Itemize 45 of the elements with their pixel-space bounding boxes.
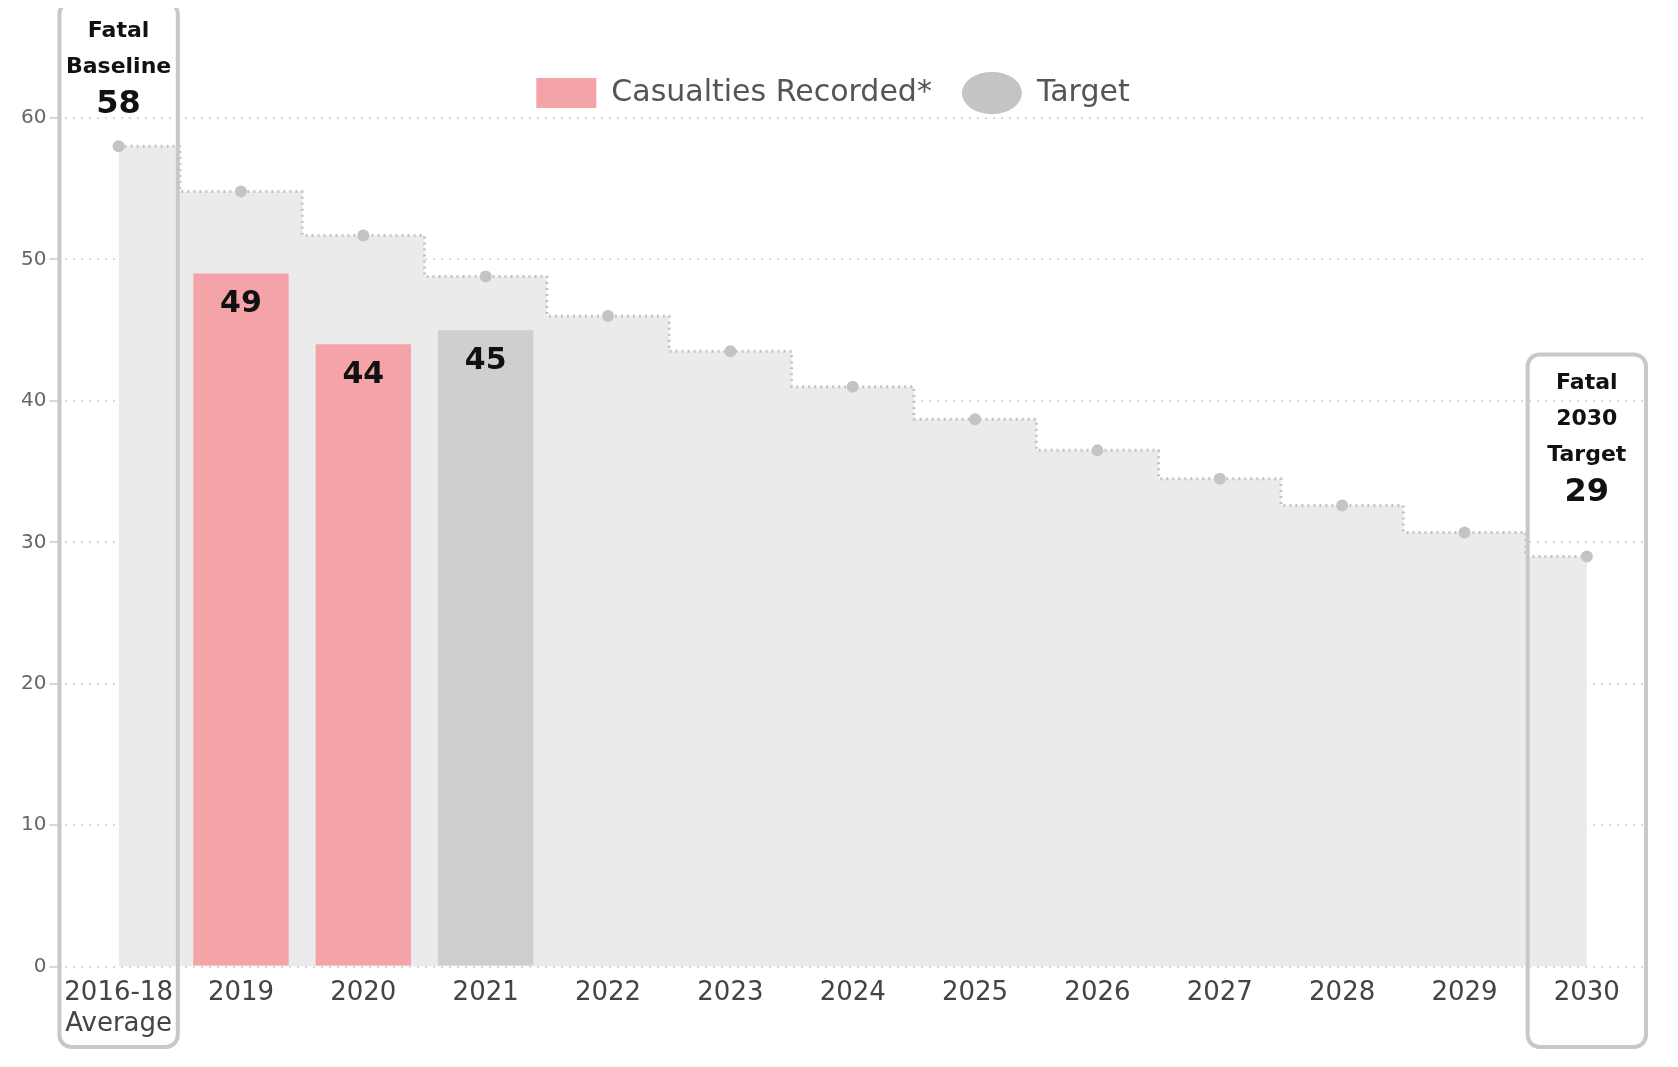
point xyxy=(1458,526,1471,539)
point xyxy=(234,185,247,198)
point xyxy=(1213,472,1226,485)
point xyxy=(602,310,615,323)
annotation: 58 xyxy=(95,83,142,121)
annotation: Target xyxy=(1546,440,1628,469)
y-tick-label: 20 xyxy=(21,669,47,694)
point xyxy=(479,270,492,283)
data-label: 44 xyxy=(342,355,385,391)
point xyxy=(724,345,737,358)
point xyxy=(1580,550,1593,563)
legend-label: Target xyxy=(1035,72,1130,108)
x-tick-label: 2025 xyxy=(941,975,1009,1006)
annotation: Fatal xyxy=(1555,368,1619,397)
y-tick-label: 50 xyxy=(21,245,47,270)
text: Baseline xyxy=(64,52,173,80)
x-tick-label: 2020 xyxy=(330,975,397,1006)
point xyxy=(846,380,859,393)
x-tick-label: 2024 xyxy=(819,975,886,1006)
legend-label: Casualties Recorded* xyxy=(611,72,932,108)
annotation: 29 xyxy=(1563,471,1611,510)
x-tick-label: 2016-18 Average xyxy=(64,975,173,1038)
point xyxy=(969,413,982,426)
x-tick-label: 2029 xyxy=(1431,975,1498,1006)
point xyxy=(1091,444,1104,457)
y-tick-label: 0 xyxy=(33,952,47,977)
text: Fatal xyxy=(86,16,151,44)
annotation: 2030 xyxy=(1555,404,1619,433)
y-tick-label: 30 xyxy=(21,528,47,553)
y-tick-label: 40 xyxy=(21,387,47,412)
x-tick-label: 2021 xyxy=(452,975,519,1006)
point xyxy=(1336,499,1349,512)
y-tick-label: 60 xyxy=(21,104,47,129)
x-tick-label: 2028 xyxy=(1309,975,1376,1006)
x-tick-label: 2026 xyxy=(1064,975,1131,1006)
x-tick-label: 2023 xyxy=(697,975,764,1006)
x-tick-label: 2022 xyxy=(574,975,642,1006)
x-tick-label: 2019 xyxy=(207,975,275,1006)
x-tick-label: 2027 xyxy=(1186,975,1253,1006)
point xyxy=(112,140,125,153)
data-label: 45 xyxy=(464,340,507,376)
data-label: 49 xyxy=(220,284,262,320)
x-tick-label: 2030 xyxy=(1553,975,1620,1006)
point xyxy=(357,229,370,242)
y-tick-label: 10 xyxy=(21,811,47,836)
